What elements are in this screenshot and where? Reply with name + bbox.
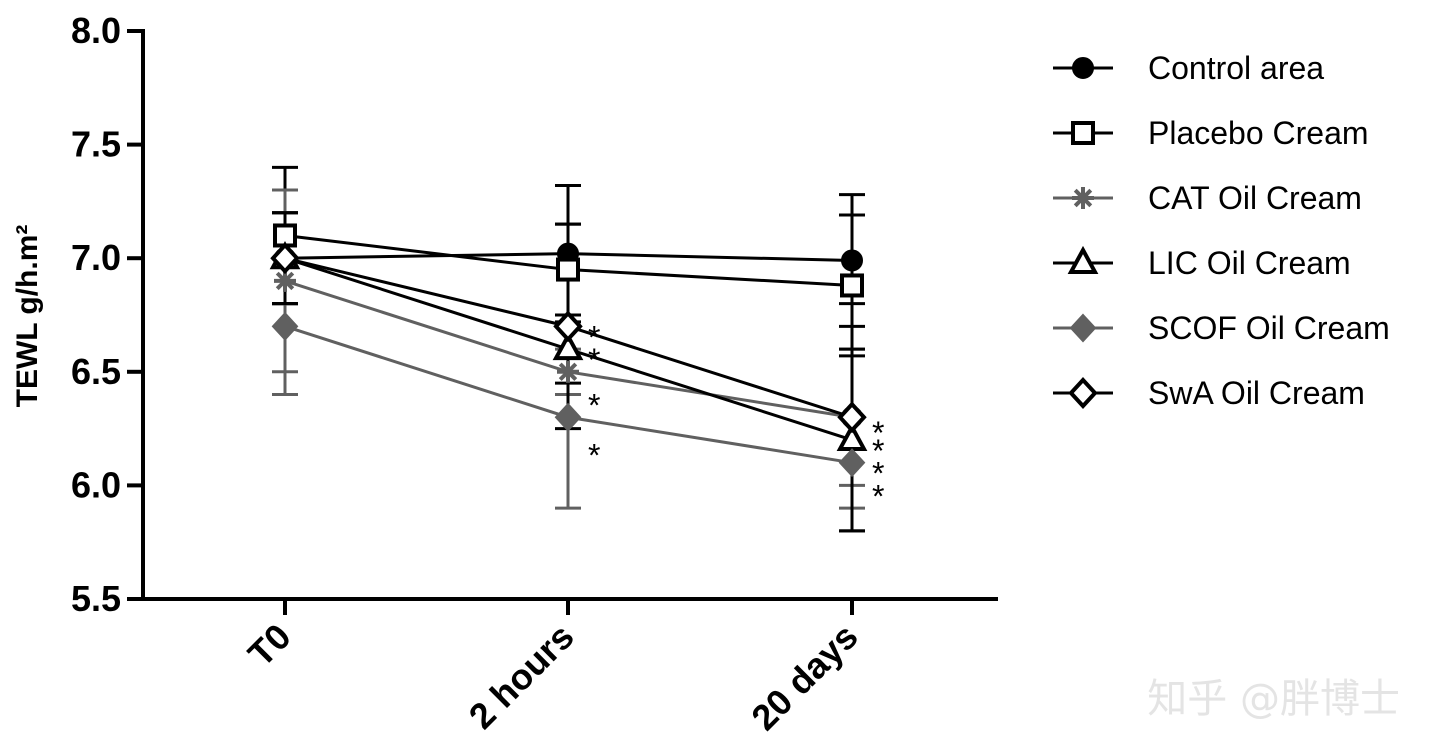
asterisk-stroke [1073,188,1093,208]
significance-star: * [872,415,884,451]
legend-marker [1071,121,1095,145]
legend-label: Placebo Cream [1148,115,1369,151]
legend-marker [1069,313,1097,343]
significance-star: * [588,342,600,378]
y-tick-label: 6.5 [71,351,121,392]
y-tick-label: 7.0 [71,237,121,278]
significance-star: * [872,456,884,492]
legend-marker [1072,187,1094,209]
significance-star: * [588,319,600,355]
legend-item: CAT Oil Cream [1053,180,1362,216]
asterisk-stroke [275,271,295,291]
data-point [553,310,583,343]
data-point [271,311,299,341]
data-point [554,402,582,432]
data-point [837,401,867,434]
legend-marker [1067,245,1099,274]
y-tick-label: 7.5 [71,124,121,165]
legend-label: SCOF Oil Cream [1148,310,1390,346]
x-tick-label: T0 [240,616,299,675]
y-tick-label: 8.0 [71,10,121,51]
significance-star: * [588,438,600,474]
legend-label: CAT Oil Cream [1148,180,1362,216]
significance-star: * [872,433,884,469]
legend-marker [1068,377,1098,409]
legend-item: SCOF Oil Cream [1053,310,1390,346]
legend-label: LIC Oil Cream [1148,245,1351,281]
y-axis-label: TEWL g/h.m² [11,225,44,408]
legend-item: LIC Oil Cream [1053,245,1351,281]
legend-item: Placebo Cream [1053,115,1369,151]
axes: 5.5 6.0 6.5 7.0 7.5 8.0 T0 2 hours 20 days [71,10,998,738]
data-point [270,242,300,275]
significance-star: * [588,388,600,424]
legend-item: SwA Oil Cream [1053,375,1365,411]
data-point [552,331,584,361]
watermark: 知乎 @胖博士 [1147,676,1400,722]
x-tick-label: 20 days [743,616,865,738]
y-tick-label: 5.5 [71,578,121,619]
legend-label: Control area [1148,50,1324,86]
significance-star: * [872,478,884,514]
series-markers [269,223,868,478]
legend-label: SwA Oil Cream [1148,375,1365,411]
data-point [838,448,866,478]
asterisk-stroke [558,362,578,381]
legend-marker [1072,57,1094,79]
x-tick-label: 2 hours [461,616,582,737]
data-point [556,257,580,282]
data-point [557,360,579,383]
significance-annotations: ******** [588,319,884,514]
y-tick-label: 6.0 [71,464,121,505]
legend-item: Control area [1053,50,1324,86]
data-point [840,273,864,298]
legend: Control area Placebo Cream CAT Oil Cream LI… [1053,50,1390,411]
data-point [841,249,863,272]
